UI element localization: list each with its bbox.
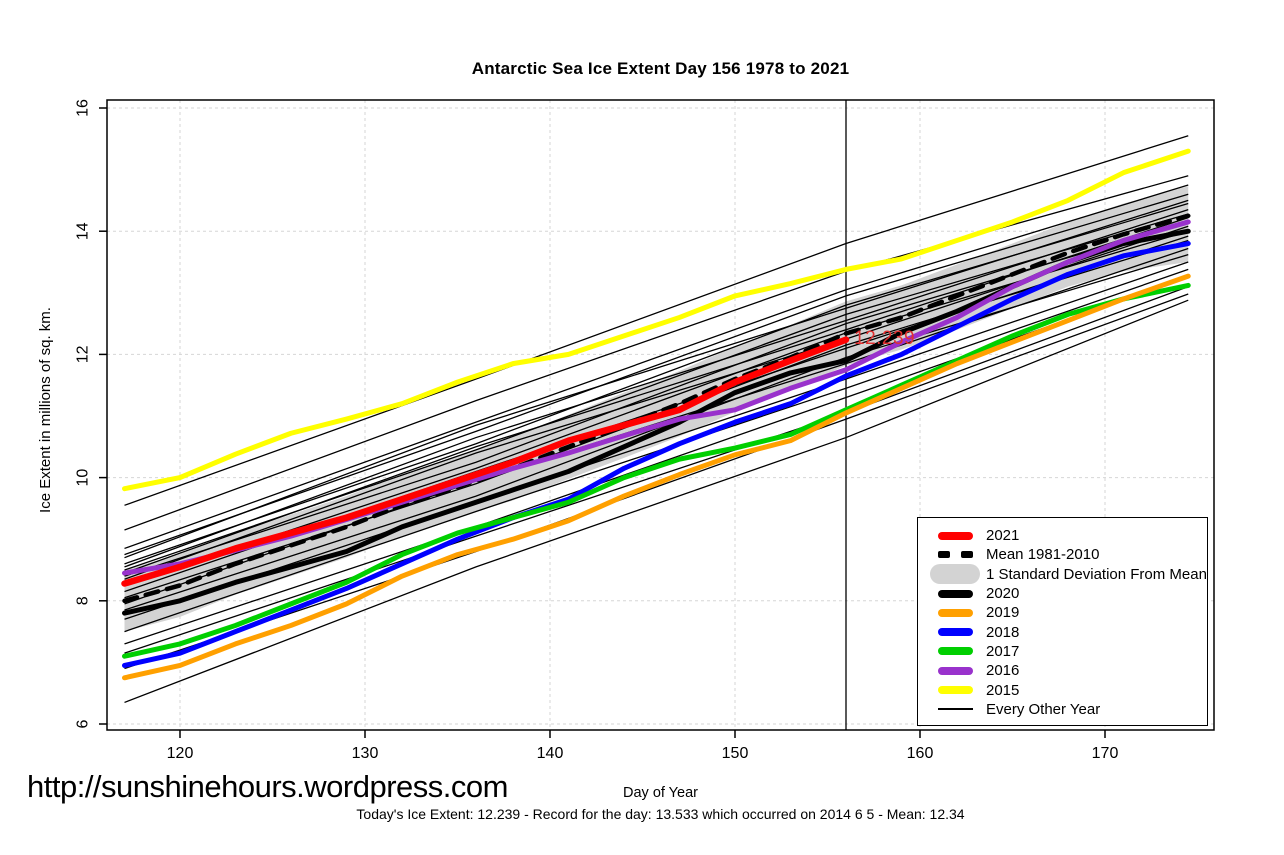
y-tick-label: 16 bbox=[75, 99, 92, 117]
2017-key-icon bbox=[929, 647, 981, 656]
legend-item-1-standard-deviation-from-mean: 1 Standard Deviation From Mean bbox=[918, 564, 1207, 585]
legend-item-label: 2017 bbox=[986, 642, 1020, 660]
thin-line-swatch bbox=[937, 708, 973, 711]
std-dev-band bbox=[124, 186, 1189, 632]
legend-item-2016: 2016 bbox=[918, 661, 1207, 680]
thick-line-swatch bbox=[937, 647, 973, 656]
y-axis-label: Ice Extent in millions of sq. km. bbox=[37, 307, 54, 513]
2015-key-icon bbox=[929, 686, 981, 695]
thick-line-swatch bbox=[937, 666, 973, 675]
legend-item-label: 2015 bbox=[986, 681, 1020, 699]
tick-labels: 120 130 140 150 160 170 6 8 10 12 14 16 bbox=[75, 99, 1119, 762]
every-other-year-line bbox=[124, 193, 1189, 556]
series-line-2019 bbox=[122, 273, 1191, 681]
legend-item-2017: 2017 bbox=[918, 642, 1207, 661]
thick-line-swatch bbox=[937, 589, 973, 598]
thick-line-swatch bbox=[937, 608, 973, 617]
every-other-year-line bbox=[124, 286, 1189, 654]
legend-item-label: 2018 bbox=[986, 623, 1020, 641]
stats-caption: Today's Ice Extent: 12.239 - Record for … bbox=[356, 806, 965, 822]
legend-item-every-other-year: Every Other Year bbox=[918, 700, 1207, 719]
legend-item-label: 2020 bbox=[986, 585, 1020, 603]
watermark-url: http://sunshinehours.wordpress.com bbox=[27, 769, 508, 804]
every-other-year-line bbox=[124, 276, 1189, 645]
dash-segment bbox=[937, 551, 950, 559]
x-axis-label: Day of Year bbox=[623, 785, 698, 801]
2021-key-icon bbox=[929, 531, 981, 540]
x-tick-label: 120 bbox=[167, 745, 194, 762]
dash-segment bbox=[960, 551, 973, 559]
chart-title: Antarctic Sea Ice Extent Day 156 1978 to… bbox=[471, 59, 850, 78]
series-line-2015 bbox=[122, 148, 1191, 492]
legend-item-label: Every Other Year bbox=[986, 700, 1101, 718]
every-other-year-line bbox=[124, 261, 1189, 620]
legend-item-2021: 2021 bbox=[918, 526, 1207, 545]
series-line-2018 bbox=[122, 241, 1191, 668]
series-line-2017 bbox=[122, 282, 1191, 659]
1-standard-deviation-from-mean-key-icon bbox=[929, 564, 981, 585]
2020-key-icon bbox=[929, 589, 981, 598]
x-tick-label: 160 bbox=[907, 745, 934, 762]
legend-item-mean-1981-2010: Mean 1981-2010 bbox=[918, 545, 1207, 564]
legend-item-label: 2021 bbox=[986, 527, 1020, 545]
x-tick-label: 140 bbox=[537, 745, 564, 762]
mean-1981-2010-key-icon bbox=[929, 551, 981, 559]
series-line-2021 bbox=[121, 336, 850, 587]
2018-key-icon bbox=[929, 628, 981, 637]
legend-item-2015: 2015 bbox=[918, 680, 1207, 699]
2019-key-icon bbox=[929, 608, 981, 617]
legend-item-label: Mean 1981-2010 bbox=[986, 546, 1100, 564]
every-other-year-line bbox=[124, 184, 1189, 550]
legend-item-2018: 2018 bbox=[918, 622, 1207, 641]
axis-ticks bbox=[99, 107, 1106, 738]
x-tick-label: 150 bbox=[722, 745, 749, 762]
thick-line-swatch bbox=[937, 628, 973, 637]
legend-item-label: 1 Standard Deviation From Mean bbox=[986, 565, 1207, 583]
x-tick-label: 170 bbox=[1092, 745, 1119, 762]
every-other-year-line bbox=[124, 135, 1189, 506]
legend-item-label: 2019 bbox=[986, 604, 1020, 622]
legend: 2021 Mean 1981-2010 1 Standard Deviation F… bbox=[917, 517, 1208, 726]
band-swatch bbox=[930, 564, 980, 585]
y-tick-label: 14 bbox=[75, 222, 92, 240]
every-other-year-line bbox=[124, 209, 1189, 568]
every-other-year-line bbox=[124, 293, 1189, 670]
legend-item-2019: 2019 bbox=[918, 603, 1207, 622]
dashed-line-swatch bbox=[937, 551, 973, 559]
thick-line-swatch bbox=[937, 686, 973, 695]
every-other-year-line bbox=[124, 202, 1189, 565]
y-tick-label: 8 bbox=[75, 596, 92, 605]
current-value-annotation: 12.239 bbox=[854, 327, 916, 349]
gridlines bbox=[107, 100, 1214, 730]
every-other-year-line bbox=[124, 299, 1189, 704]
plot-border bbox=[106, 99, 1215, 731]
every-other-year-line bbox=[124, 175, 1189, 531]
legend-item-label: 2016 bbox=[986, 662, 1020, 680]
x-tick-label: 130 bbox=[352, 745, 379, 762]
2016-key-icon bbox=[929, 666, 981, 675]
thick-line-swatch bbox=[937, 531, 973, 540]
y-tick-label: 10 bbox=[75, 469, 92, 487]
every-other-year-key-icon bbox=[929, 708, 981, 711]
y-tick-label: 12 bbox=[75, 345, 92, 363]
y-tick-label: 6 bbox=[75, 719, 92, 728]
legend-item-2020: 2020 bbox=[918, 584, 1207, 603]
